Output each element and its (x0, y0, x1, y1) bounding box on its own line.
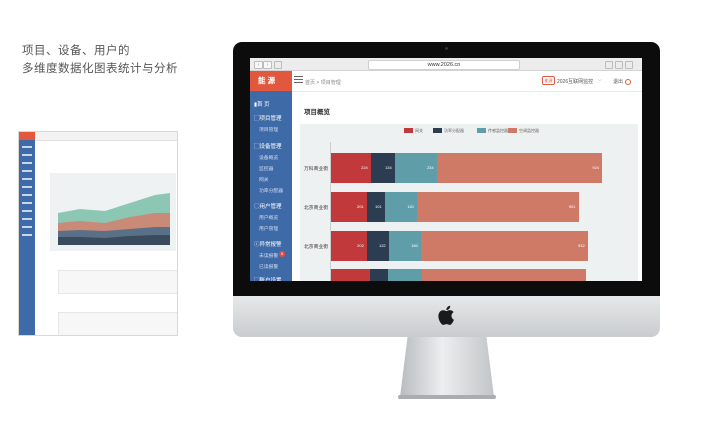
sidebar-item-label: 首 页 (257, 102, 270, 108)
thumbnail-card-2 (58, 312, 177, 335)
bar-value-label: 202 (357, 243, 364, 248)
category-label: 万科商业街 (304, 167, 328, 172)
legend-label-1[interactable]: 功率分配器 (444, 128, 464, 133)
thumbnail-sidebar (19, 140, 35, 335)
bar-value-label: 181 (407, 204, 415, 209)
sidebar-item-home[interactable]: ▮首 页 (254, 102, 270, 108)
monitor-bezel-bottom (233, 281, 660, 296)
thumbnail-area-chart (50, 173, 176, 251)
share-icon[interactable] (605, 61, 613, 69)
sidebar-item-devices[interactable]: ▢设备管理 (254, 144, 282, 150)
site-logo-icon: 能源 (542, 76, 555, 85)
bar-value-label: 101 (375, 204, 382, 209)
sidebar-item-label: 项目管理 (259, 116, 282, 122)
sidebar-subitem-unread-alerts[interactable]: 未读报警 (259, 254, 279, 259)
caption: 项目、设备、用户的 多维度数据化图表统计与分析 (22, 42, 178, 78)
bar-value-label: 224 (361, 165, 368, 170)
legend-swatch-2 (477, 128, 486, 133)
sidebar-subitem-monitor[interactable]: 监控器 (259, 167, 274, 172)
bar-value-label: 924 (592, 165, 600, 170)
bar-segment[interactable] (388, 231, 422, 261)
address-bar[interactable]: www.2026.cn (368, 60, 520, 70)
bar-value-label: 901 (568, 204, 576, 209)
add-tab-icon[interactable] (625, 61, 633, 69)
bar-segment[interactable] (331, 153, 372, 183)
sidebar-subitem-read-alerts[interactable]: 已读报警 (259, 265, 279, 270)
bar-segment[interactable] (331, 231, 368, 261)
thumbnail-card-1 (58, 270, 177, 294)
sidebar-subitem-user-overview[interactable]: 用户概览 (259, 216, 279, 221)
caption-line-2: 多维度数据化图表统计与分析 (22, 63, 178, 75)
unread-count-badge: 5 (279, 251, 285, 257)
sidebar-subitem-device-overview[interactable]: 设备概览 (259, 156, 279, 161)
category-label: 北京商业街 (304, 206, 328, 211)
sidebar-item-label: 用户管理 (259, 204, 282, 210)
sidebar-item-alerts[interactable]: ⓘ异常报警 (254, 242, 282, 248)
sidebar-subitem-project-management[interactable]: 项目管理 (259, 128, 279, 133)
legend-swatch-3 (508, 128, 517, 133)
sidebar-subitem-power-distributor[interactable]: 功率分配器 (259, 189, 283, 194)
site-selector[interactable]: 2026互联网监控 (557, 79, 594, 85)
camera-dot (445, 47, 448, 50)
bar-segment[interactable] (331, 269, 371, 281)
legend-label-2[interactable]: 传感监控器 (488, 128, 508, 133)
bar-segment[interactable] (421, 231, 589, 261)
bar-value-label: 122 (378, 243, 386, 248)
chart-axis (330, 142, 331, 281)
power-icon[interactable] (625, 79, 631, 85)
monitor-stand (400, 337, 494, 397)
bar-segment[interactable] (387, 269, 422, 281)
bar-segment[interactable] (395, 153, 437, 183)
menu-toggle-icon[interactable] (294, 76, 303, 84)
legend-label-3[interactable]: 空调监控器 (519, 128, 539, 133)
legend-label-0[interactable]: 网关 (415, 128, 423, 133)
bar-value-label: 134 (385, 165, 392, 170)
legend-swatch-0 (404, 128, 413, 133)
monitor-stand-base (398, 395, 496, 399)
sidebar-toggle-icon[interactable] (274, 61, 282, 69)
bar-segment[interactable] (371, 153, 396, 183)
sidebar-item-users[interactable]: ◯用户管理 (254, 204, 282, 210)
bar-value-label: 234 (426, 165, 434, 170)
bar-value-label: 180 (411, 243, 418, 248)
breadcrumb: 首页 > 项目管理 (305, 80, 341, 86)
bar-segment[interactable] (436, 153, 603, 183)
apple-logo-icon (438, 305, 454, 325)
sidebar-subitem-user-management[interactable]: 用户管理 (259, 227, 279, 232)
sidebar (250, 91, 292, 281)
bar-segment[interactable] (367, 231, 389, 261)
bar-segment[interactable] (421, 269, 587, 281)
thumbnail-header (19, 132, 177, 141)
sidebar-item-label: 设备管理 (259, 144, 282, 150)
bar-segment[interactable] (385, 192, 418, 222)
sidebar-subitem-gateway[interactable]: 网关 (259, 178, 269, 183)
bar-segment[interactable] (331, 192, 367, 222)
thumbnail-logo (19, 132, 35, 140)
sidebar-item-projects[interactable]: ▢项目管理 (254, 116, 282, 122)
caption-line-1: 项目、设备、用户的 (22, 45, 130, 57)
back-button[interactable]: ‹ (254, 61, 263, 69)
bar-segment[interactable] (366, 192, 386, 222)
tabs-icon[interactable] (615, 61, 623, 69)
legend-swatch-1 (433, 128, 442, 133)
browser-toolbar: ‹ › www.2026.cn (250, 58, 642, 71)
bar-segment[interactable] (417, 192, 579, 222)
sidebar-item-label: 异常报警 (259, 242, 282, 248)
chevron-down-icon[interactable]: ⌵ (598, 77, 602, 83)
page-title: 项目概览 (304, 109, 330, 116)
bar-value-label: 201 (356, 204, 364, 209)
forward-button[interactable]: › (263, 61, 272, 69)
logout-link[interactable]: 退出 (613, 79, 624, 85)
bar-segment[interactable] (370, 269, 388, 281)
category-label: 北京商业街 (304, 245, 328, 250)
app-logo[interactable]: 能 源 (250, 71, 292, 91)
bar-value-label: 932 (578, 243, 585, 248)
dashboard-thumbnail (18, 131, 178, 336)
